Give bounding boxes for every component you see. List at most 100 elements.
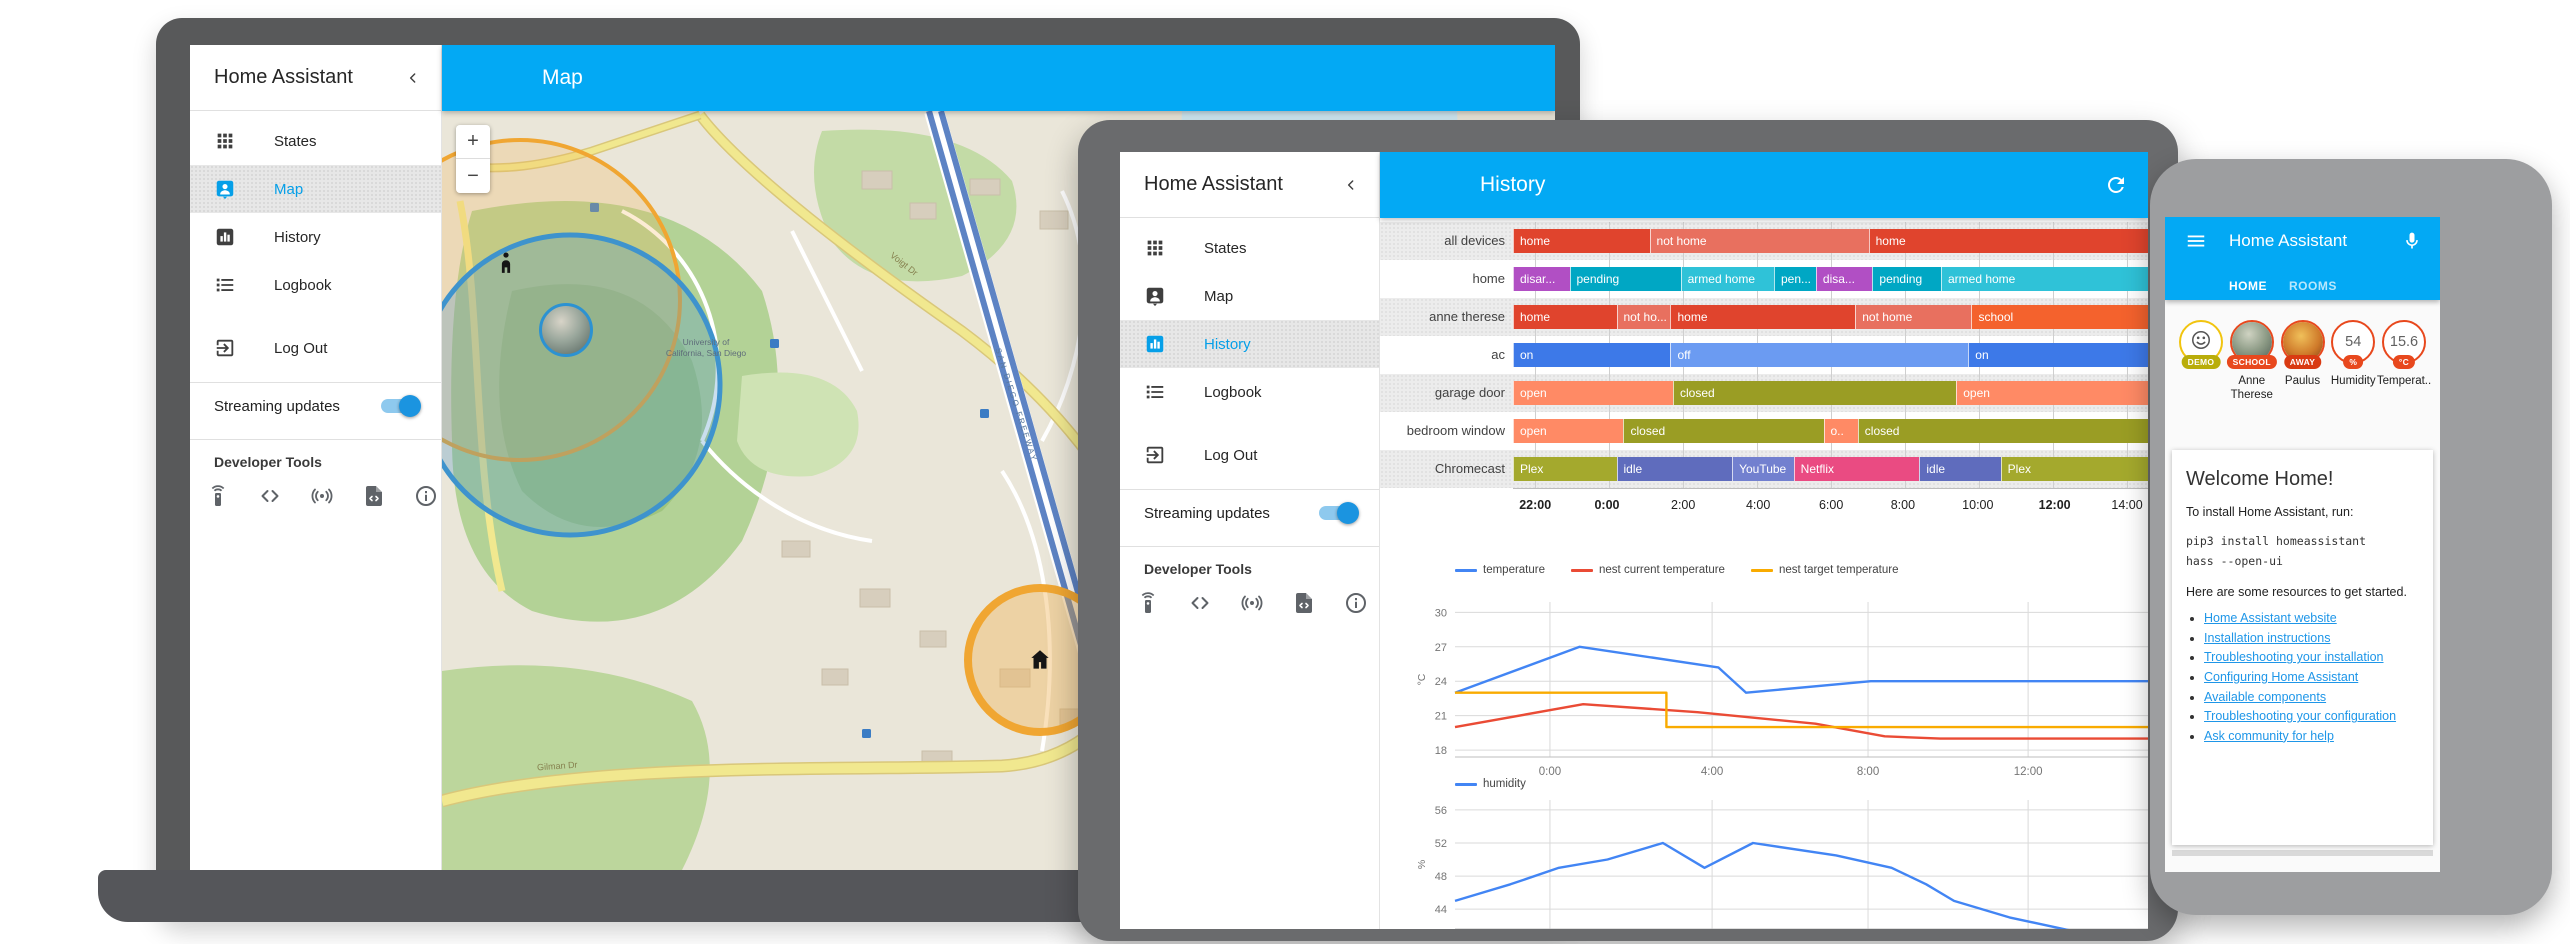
access-point-icon[interactable]	[1240, 591, 1264, 615]
timeline-segment[interactable]: pen...	[1773, 267, 1816, 291]
timeline-segment[interactable]: o..	[1823, 419, 1858, 443]
sidebar-item-logbook[interactable]: Logbook	[1120, 368, 1379, 416]
timeline-segment[interactable]: closed	[1857, 419, 2148, 443]
remote-icon[interactable]	[206, 484, 230, 508]
timeline-segment[interactable]: pending	[1872, 267, 1941, 291]
badge-paulus[interactable]: AWAY Paulus	[2278, 320, 2328, 403]
zoom-in-button[interactable]: +	[456, 125, 490, 159]
code-tags-icon[interactable]	[258, 484, 282, 508]
timeline-axis-label: 10:00	[1962, 498, 1994, 512]
home-marker-icon[interactable]	[1027, 647, 1053, 673]
resource-link[interactable]: Troubleshooting your installation	[2204, 650, 2384, 665]
sidebar-item-history[interactable]: History	[190, 213, 441, 261]
resource-link[interactable]: Configuring Home Assistant	[2204, 670, 2359, 685]
sidebar-item-logout[interactable]: Log Out	[1120, 431, 1379, 479]
sidebar-item-logout[interactable]: Log Out	[190, 324, 441, 372]
code-tags-icon[interactable]	[1188, 591, 1212, 615]
humidity-line-chart[interactable]: 56 52 48 44%	[1380, 794, 2148, 929]
timeline-segment[interactable]: pending	[1569, 267, 1681, 291]
timeline-segment[interactable]: closed	[1673, 381, 1957, 405]
zoom-out-button[interactable]: −	[456, 159, 490, 193]
streaming-toggle[interactable]	[381, 395, 421, 417]
timeline-row: anne therese home not ho... home not home sch…	[1380, 298, 2148, 336]
timeline-segment[interactable]: open	[1956, 381, 2148, 405]
timeline-segment[interactable]: not ho...	[1616, 305, 1671, 329]
resource-link[interactable]: Ask community for help	[2204, 728, 2334, 743]
badge-temperat-[interactable]: 15.6 °C Temperat..	[2377, 320, 2431, 403]
timeline-segment[interactable]: open	[1513, 381, 1674, 405]
file-code-icon[interactable]	[362, 484, 386, 508]
timeline-segment[interactable]: open	[1513, 419, 1624, 443]
badge-pill: DEMO	[2181, 355, 2221, 369]
sidebar-item-states[interactable]: States	[190, 117, 441, 165]
file-code-icon[interactable]	[1292, 591, 1316, 615]
timeline-segment[interactable]: home	[1670, 305, 1856, 329]
timeline-segment[interactable]: disa...	[1815, 267, 1873, 291]
timeline-segment[interactable]: idle	[1616, 457, 1733, 481]
sidebar-item-states[interactable]: States	[1120, 224, 1379, 272]
timeline-segment[interactable]: Plex	[1513, 457, 1617, 481]
badge-humidity[interactable]: 54% Humidity	[2328, 320, 2378, 403]
timeline-segment[interactable]: closed	[1623, 419, 1824, 443]
timeline-segment[interactable]: on	[1968, 343, 2148, 367]
sidebar-item-history[interactable]: History	[1120, 320, 1379, 368]
badge-pill: °C	[2392, 355, 2416, 369]
collapse-sidebar-icon[interactable]	[1343, 177, 1359, 193]
streaming-updates-label: Streaming updates	[1144, 504, 1270, 522]
resource-link[interactable]: Available components	[2204, 689, 2327, 704]
timeline-segment[interactable]: not home	[1649, 229, 1869, 253]
timeline-segment[interactable]: on	[1513, 343, 1671, 367]
timeline-segment[interactable]: off	[1670, 343, 1969, 367]
sidebar-item-map[interactable]: Map	[190, 165, 441, 213]
streaming-toggle[interactable]	[1319, 502, 1359, 524]
timeline-segment[interactable]: home	[1513, 305, 1617, 329]
map-zoom-controls: + −	[456, 125, 490, 193]
sidebar-item-logbook[interactable]: Logbook	[190, 261, 441, 309]
person-marker-icon[interactable]	[493, 249, 519, 275]
badge-anne-therese[interactable]: SCHOOL Anne Therese	[2226, 320, 2277, 403]
timeline-segment[interactable]: Plex	[2000, 457, 2148, 481]
sidebar-item-label: Logbook	[274, 276, 332, 294]
timeline-segment[interactable]: disar...	[1513, 267, 1570, 291]
microphone-icon[interactable]	[2402, 231, 2422, 251]
timeline-segment[interactable]: YouTube	[1732, 457, 1794, 481]
information-icon[interactable]	[1344, 591, 1368, 615]
timeline-segment[interactable]: home	[1513, 229, 1650, 253]
legend-item[interactable]: nest current temperature	[1571, 564, 1725, 576]
timeline-segment[interactable]: armed home	[1680, 267, 1774, 291]
sidebar-item-map[interactable]: Map	[1120, 272, 1379, 320]
person-avatar[interactable]	[539, 303, 593, 357]
exit-icon	[214, 337, 236, 359]
history-timeline[interactable]: all devices home not home home home disar... p…	[1380, 222, 2148, 532]
timeline-segment[interactable]: Netflix	[1793, 457, 1920, 481]
timeline-axis-label: 6:00	[1818, 498, 1844, 512]
legend-item[interactable]: temperature	[1455, 564, 1545, 576]
timeline-segment[interactable]: armed home	[1940, 267, 2148, 291]
resource-link[interactable]: Home Assistant website	[2204, 611, 2337, 626]
remote-icon[interactable]	[1136, 591, 1160, 615]
tab-rooms[interactable]: ROOMS	[2289, 279, 2337, 293]
timeline-row-label: Chromecast	[1434, 461, 1505, 476]
access-point-icon[interactable]	[310, 484, 334, 508]
badge-demo[interactable]: DEMO	[2176, 320, 2226, 403]
svg-text:4:00: 4:00	[1701, 766, 1723, 778]
legend-item[interactable]: humidity	[1455, 778, 1526, 790]
refresh-icon[interactable]	[2104, 173, 2128, 197]
timeline-track: home not home home	[1513, 222, 2148, 260]
timeline-segment[interactable]: school	[1971, 305, 2148, 329]
temperature-line-chart[interactable]: 30 27 24 21 18 0:00 4:00 8:00 12:00 °C	[1380, 562, 2148, 782]
timeline-segment[interactable]: home	[1868, 229, 2148, 253]
svg-text:44: 44	[1435, 904, 1447, 916]
tab-home[interactable]: HOME	[2229, 279, 2267, 293]
hamburger-menu-icon[interactable]	[2185, 230, 2207, 252]
collapse-sidebar-icon[interactable]	[405, 70, 421, 86]
information-icon[interactable]	[414, 484, 438, 508]
timeline-segment[interactable]: idle	[1919, 457, 2001, 481]
app-title: Home Assistant	[1144, 173, 1283, 195]
resource-link[interactable]: Installation instructions	[2204, 630, 2331, 645]
resource-link[interactable]: Troubleshooting your configuration	[2204, 709, 2397, 724]
timeline-segment[interactable]: not home	[1855, 305, 1972, 329]
sidebar-item-label: Map	[1204, 287, 1234, 305]
legend-item[interactable]: nest target temperature	[1750, 564, 1898, 576]
